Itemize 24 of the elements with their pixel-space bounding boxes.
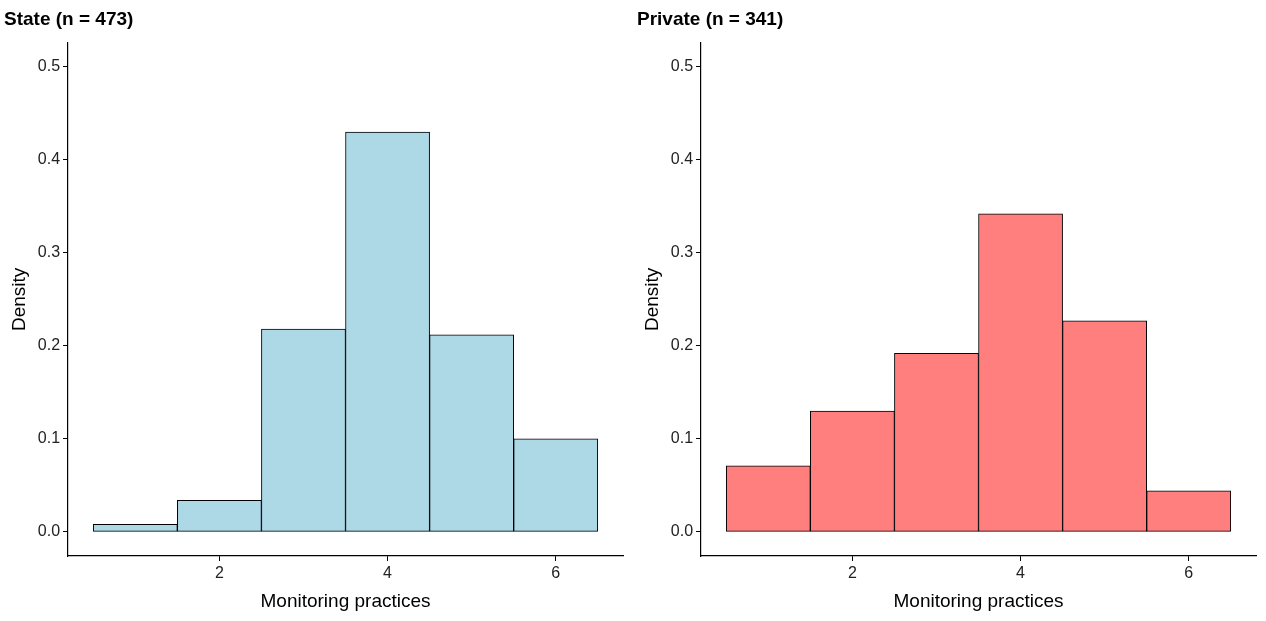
x-tick-label: 6 [1184, 564, 1194, 582]
x-axis-title: Monitoring practices [893, 589, 1064, 611]
x-tick-label: 6 [551, 564, 561, 582]
y-tick-label: 0.3 [670, 243, 694, 261]
x-tick-label: 4 [1016, 564, 1026, 582]
y-tick-label: 0.2 [37, 336, 61, 354]
y-tick-label: 0.0 [37, 522, 61, 540]
y-axis-title: Density [640, 267, 662, 332]
y-tick-label: 0.4 [37, 150, 61, 168]
x-tick-label: 4 [383, 564, 393, 582]
chart-title: State (n = 473) [4, 7, 134, 29]
y-tick-label: 0.5 [37, 57, 61, 75]
chart-title: Private (n = 341) [637, 7, 784, 29]
y-tick-label: 0.3 [37, 243, 61, 261]
x-tick-label: 2 [847, 564, 857, 582]
y-tick-label: 0.2 [670, 336, 694, 354]
x-axis-title: Monitoring practices [260, 589, 431, 611]
y-tick-label: 0.0 [670, 522, 694, 540]
y-tick-label: 0.5 [670, 57, 694, 75]
y-tick-label: 0.1 [37, 429, 61, 447]
y-axis-title: Density [7, 267, 29, 332]
y-tick-label: 0.4 [670, 150, 694, 168]
x-tick-label: 2 [214, 564, 224, 582]
y-tick-label: 0.1 [670, 429, 694, 447]
